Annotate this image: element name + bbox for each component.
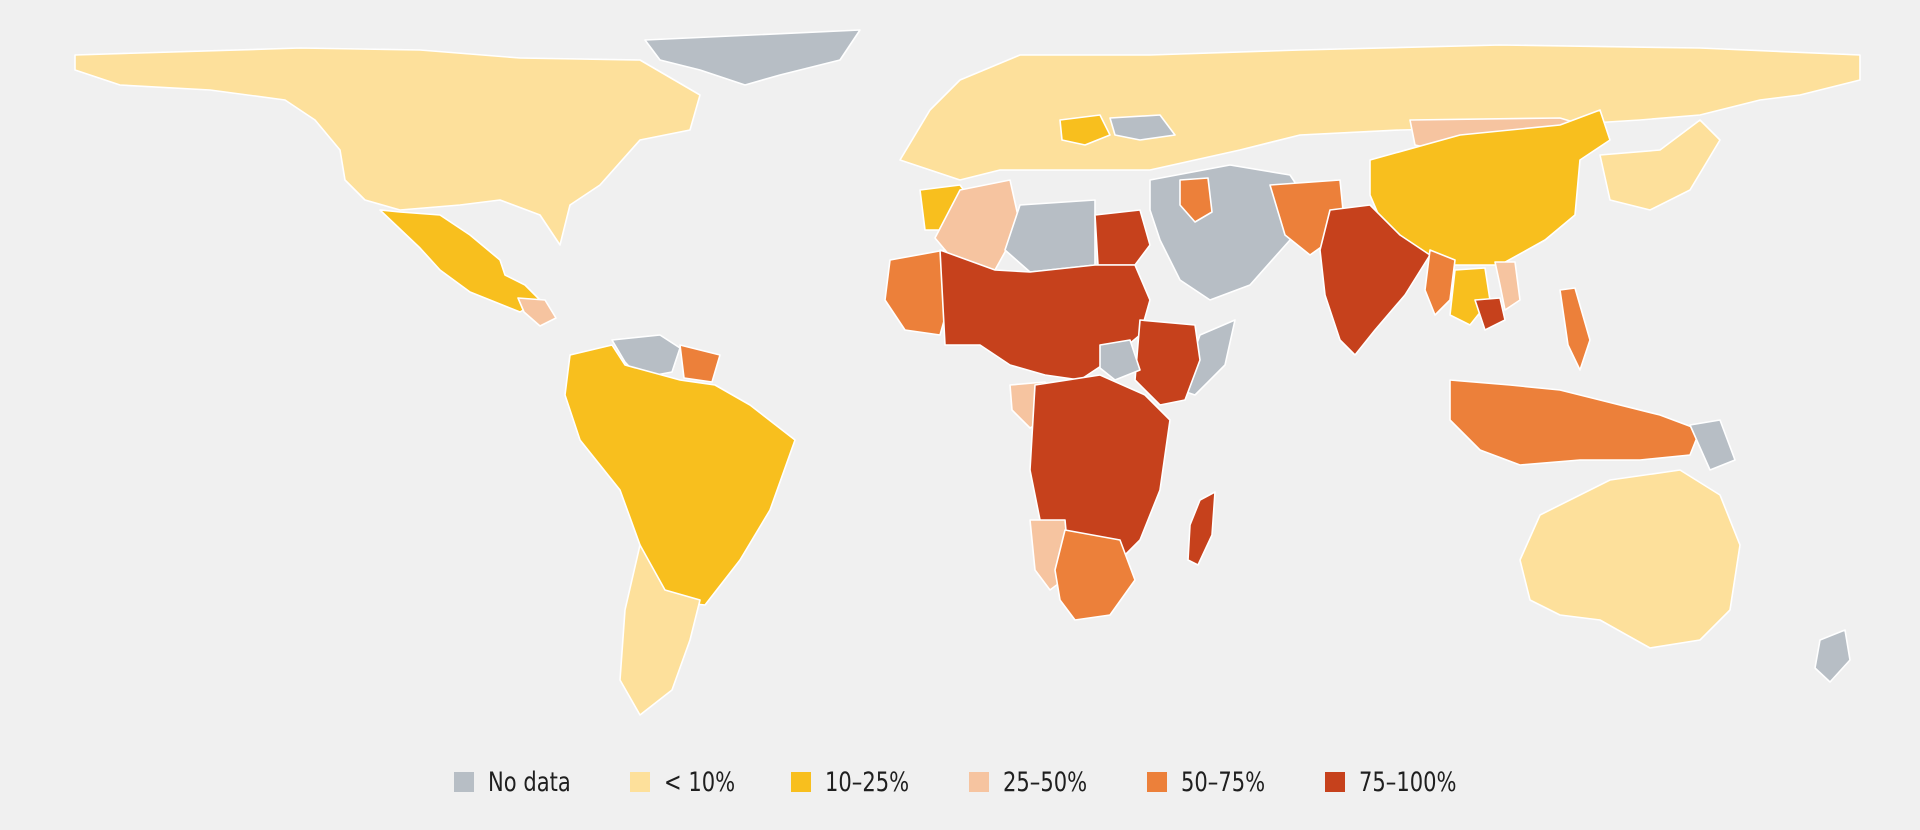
region-west-africa-coast	[884, 249, 951, 336]
map-legend: No data < 10% 10–25% 25–50% 50–75% 75–100%	[0, 762, 1920, 802]
legend-item-10-25: 10–25%	[791, 767, 915, 798]
region-myanmar	[1424, 249, 1456, 316]
region-greenland	[644, 29, 861, 86]
region-indonesia	[1449, 379, 1701, 466]
region-guatemala-honduras	[517, 297, 557, 327]
region-mexico-central-america	[379, 209, 541, 313]
legend-swatch	[1147, 772, 1168, 792]
legend-swatch	[630, 772, 651, 792]
map-regions	[74, 29, 1861, 716]
legend-item-75-100: 75–100%	[1324, 766, 1466, 798]
legend-item-lt-10: < 10%	[630, 767, 737, 798]
world-map-svg	[74, 29, 1861, 716]
region-suriname-guiana	[679, 344, 721, 383]
legend-item-no-data: No data	[453, 766, 576, 798]
region-cambodia	[1474, 297, 1506, 331]
region-eastern-europe-romania	[1059, 114, 1111, 146]
legend-label: < 10%	[664, 766, 736, 798]
legend-swatch	[453, 772, 474, 792]
region-papua-new-guinea	[1689, 419, 1736, 471]
legend-label: 10–25%	[825, 766, 910, 798]
region-egypt-sudan	[1094, 209, 1151, 266]
region-andes-brazil	[564, 344, 796, 606]
region-india-bangladesh	[1319, 204, 1431, 356]
region-vietnam	[1494, 261, 1521, 311]
region-new-zealand	[1814, 629, 1851, 683]
legend-swatch	[1324, 772, 1345, 792]
legend-label: 25–50%	[1003, 766, 1088, 798]
region-southern-cone	[619, 544, 701, 716]
legend-swatch	[969, 772, 990, 792]
legend-item-50-75: 50–75%	[1147, 767, 1271, 798]
region-venezuela-guyana	[611, 334, 681, 379]
region-north-america	[74, 47, 701, 246]
region-philippines	[1559, 287, 1591, 371]
region-australia	[1519, 469, 1741, 649]
legend-label: No data	[487, 766, 571, 798]
region-south-africa-botswana	[1054, 529, 1136, 621]
legend-label: 50–75%	[1181, 766, 1266, 798]
legend-label: 75–100%	[1358, 766, 1457, 798]
region-japan-korea	[1599, 119, 1721, 211]
region-ethiopia-east-africa	[1134, 319, 1201, 406]
legend-swatch	[791, 772, 812, 792]
region-iraq	[1179, 177, 1213, 223]
region-south-sudan-car	[1099, 339, 1141, 381]
region-europe-russia	[899, 44, 1861, 181]
region-ukraine-area	[1109, 114, 1176, 141]
region-libya	[1004, 199, 1096, 273]
region-madagascar	[1187, 491, 1216, 566]
legend-item-25-50: 25–50%	[969, 767, 1093, 798]
